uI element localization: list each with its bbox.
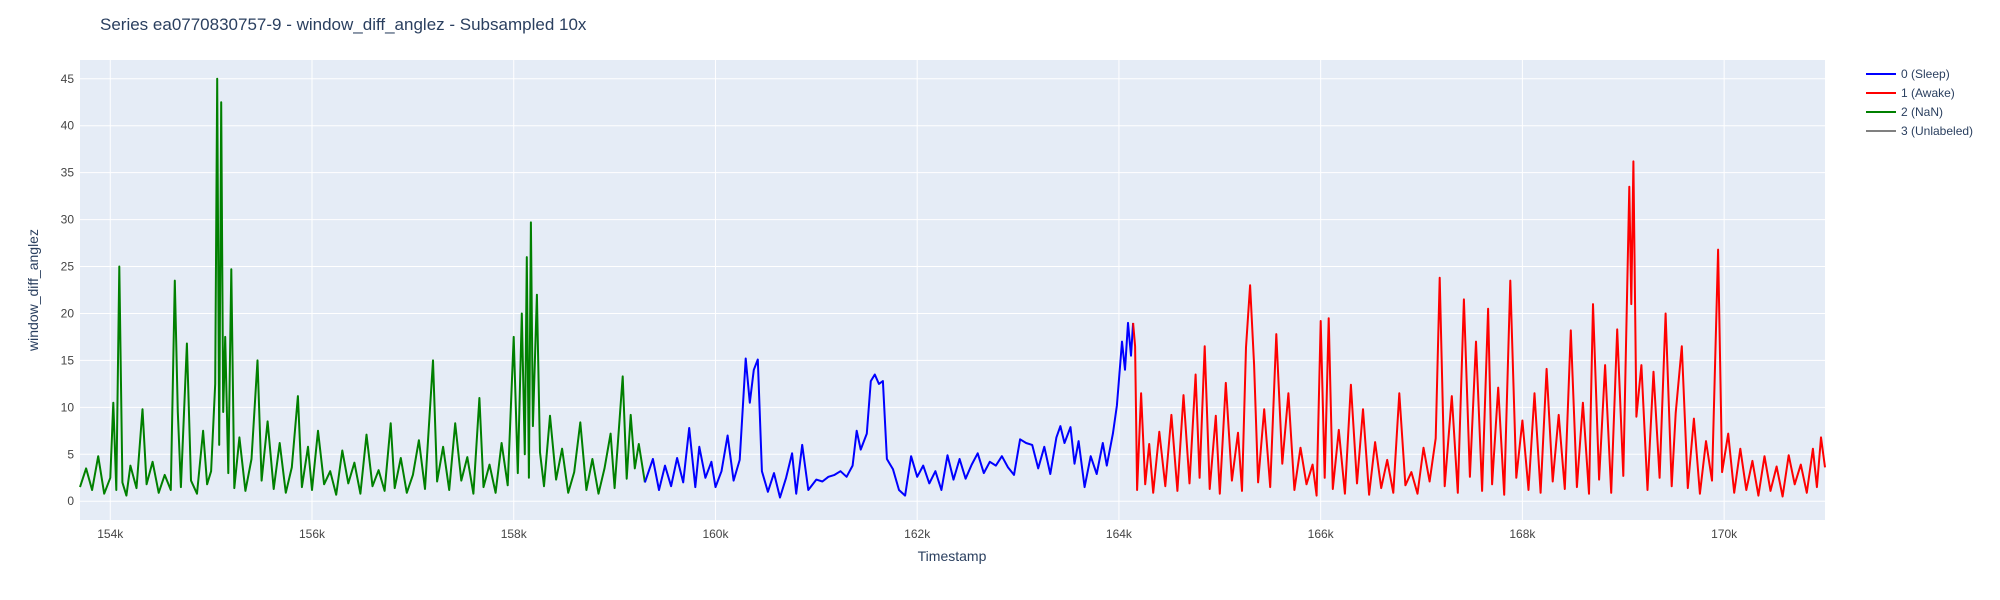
grid-lines (80, 60, 1825, 520)
x-tick-label: 166k (1308, 527, 1335, 541)
plot-area (80, 60, 1825, 520)
x-tick-label: 154k (97, 527, 124, 541)
legend-label: 2 (NaN) (1901, 105, 1943, 119)
legend-label: 1 (Awake) (1901, 86, 1955, 100)
y-axis-ticks: 0 5 10 15 20 25 30 35 40 45 (61, 72, 75, 508)
chart-title: Series ea0770830757-9 - window_diff_angl… (100, 15, 587, 34)
x-tick-label: 162k (904, 527, 931, 541)
x-axis-label: Timestamp (918, 548, 987, 564)
legend-item[interactable]: 2 (NaN) (1866, 105, 1943, 119)
series-line (643, 321, 1135, 499)
legend[interactable]: 0 (Sleep) 1 (Awake) 2 (NaN) 3 (Unlabeled) (1866, 67, 1973, 138)
y-tick-label: 15 (61, 353, 75, 367)
series-lines (79, 77, 1826, 499)
y-tick-label: 10 (61, 400, 75, 414)
x-tick-label: 158k (501, 527, 528, 541)
x-tick-label: 170k (1711, 527, 1738, 541)
y-tick-label: 30 (61, 213, 75, 227)
y-tick-label: 35 (61, 166, 75, 180)
y-tick-label: 0 (67, 494, 74, 508)
x-axis-ticks: 154k 156k 158k 160k 162k 164k 166k 168k 170k (97, 527, 1738, 541)
y-axis-label: window_diff_anglez (25, 229, 41, 352)
y-tick-label: 25 (61, 260, 75, 274)
series-line (1132, 160, 1826, 498)
legend-item[interactable]: 0 (Sleep) (1866, 67, 1950, 81)
x-tick-label: 160k (702, 527, 729, 541)
y-tick-label: 5 (67, 447, 74, 461)
legend-item[interactable]: 3 (Unlabeled) (1866, 124, 1973, 138)
y-tick-label: 40 (61, 119, 75, 133)
y-tick-label: 45 (61, 72, 75, 86)
x-tick-label: 156k (299, 527, 326, 541)
x-tick-label: 164k (1106, 527, 1133, 541)
legend-label: 0 (Sleep) (1901, 67, 1950, 81)
legend-item[interactable]: 1 (Awake) (1866, 86, 1955, 100)
legend-label: 3 (Unlabeled) (1901, 124, 1973, 138)
series-line (79, 77, 646, 497)
x-tick-label: 168k (1509, 527, 1536, 541)
y-tick-label: 20 (61, 306, 75, 320)
